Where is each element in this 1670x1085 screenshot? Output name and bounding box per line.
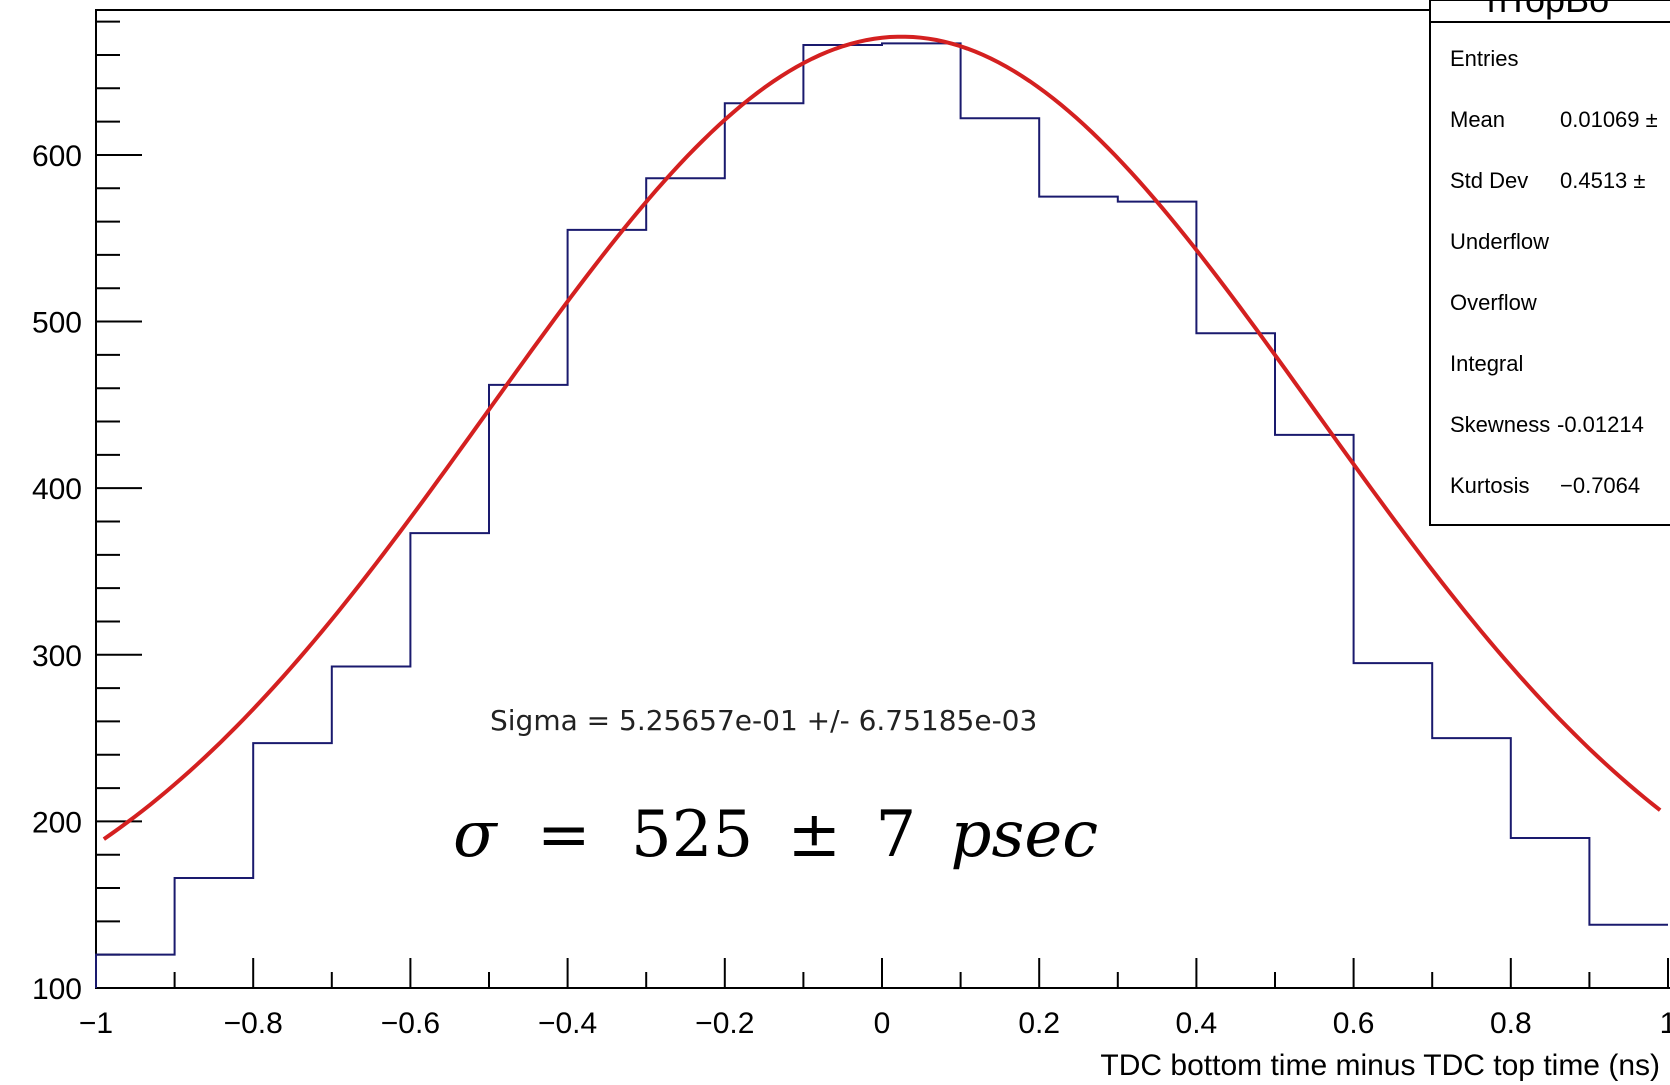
x-axis-title: TDC bottom time minus TDC top time (ns) xyxy=(1100,1049,1660,1082)
x-tick-label: 0.4 xyxy=(1176,1007,1218,1040)
y-tick-label: 100 xyxy=(32,973,82,1006)
plot-area-border xyxy=(95,9,1670,989)
stats-row-label: Mean xyxy=(1450,107,1505,132)
x-tick-label: 0.6 xyxy=(1333,1007,1375,1040)
histogram-line xyxy=(95,42,1668,988)
sigma-equals: = xyxy=(537,798,591,872)
x-tick-label: 0 xyxy=(874,1007,891,1040)
stats-box: hTopBo Entries Mean 0.01069 ± Std Dev 0.4513… xyxy=(1429,0,1670,526)
fit-result-annotation: Sigma = 5.25657e-01 +/- 6.75185e-03 xyxy=(490,704,1037,737)
x-tick-label: −0.2 xyxy=(695,1007,754,1040)
y-tick-label: 600 xyxy=(32,140,82,173)
stats-row-label: Entries xyxy=(1450,46,1518,71)
stats-row-label: Underflow xyxy=(1450,229,1549,254)
stats-box-frame xyxy=(1429,0,1670,526)
sigma-symbol: σ xyxy=(453,798,499,872)
stats-row-value: -0.01214 xyxy=(1557,412,1644,437)
stats-row-value: 0.01069 ± xyxy=(1560,107,1658,132)
stats-row-label: Skewness xyxy=(1450,412,1550,437)
y-tick-labels: 100 200 300 400 500 600 xyxy=(32,140,82,1006)
y-tick-label: 400 xyxy=(32,473,82,506)
sigma-result-annotation: σ = 525 ± 7 psec xyxy=(453,798,1098,872)
x-tick-labels: −1 −0.8 −0.6 −0.4 −0.2 0 0.2 0.4 0.6 0.8 1 xyxy=(79,1007,1670,1040)
x-tick-label: −1 xyxy=(79,1007,113,1040)
plot-frame xyxy=(95,9,1670,989)
histogram-series xyxy=(95,42,1668,988)
x-tick-label: −0.8 xyxy=(224,1007,283,1040)
x-tick-label: 0.2 xyxy=(1018,1007,1060,1040)
y-tick-label: 500 xyxy=(32,307,82,340)
stats-row-value: 0.4513 ± xyxy=(1560,168,1645,193)
stats-row-label: Kurtosis xyxy=(1450,473,1529,498)
stats-row-label: Integral xyxy=(1450,351,1523,376)
axis-ticks xyxy=(95,20,1669,989)
stats-row-value: −0.7064 xyxy=(1560,473,1640,498)
stats-rows: Entries Mean 0.01069 ± Std Dev 0.4513 ± Under… xyxy=(1450,46,1658,498)
fit-curve xyxy=(102,34,1662,841)
sigma-unit: psec xyxy=(951,798,1099,872)
x-tick-label: −0.4 xyxy=(538,1007,597,1040)
y-tick-label: 300 xyxy=(32,640,82,673)
sigma-value: 525 xyxy=(631,798,753,872)
stats-row-label: Overflow xyxy=(1450,290,1537,315)
stats-row-label: Std Dev xyxy=(1450,168,1528,193)
x-tick-label: 1 xyxy=(1660,1007,1670,1040)
sigma-error: 7 xyxy=(875,798,916,872)
stats-box-title: hTopBo xyxy=(1487,0,1609,20)
x-tick-label: 0.8 xyxy=(1490,1007,1532,1040)
x-tick-label: −0.6 xyxy=(381,1007,440,1040)
sigma-pm: ± xyxy=(788,798,842,872)
fit-series xyxy=(102,34,1662,841)
y-tick-label: 200 xyxy=(32,806,82,839)
